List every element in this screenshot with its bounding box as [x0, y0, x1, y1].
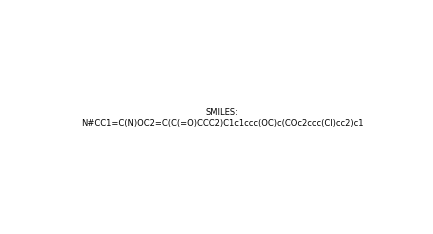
- Text: SMILES:
N#CC1=C(N)OC2=C(C(=O)CCC2)C1c1ccc(OC)c(COc2ccc(Cl)cc2)c1: SMILES: N#CC1=C(N)OC2=C(C(=O)CCC2)C1c1cc…: [81, 109, 363, 128]
